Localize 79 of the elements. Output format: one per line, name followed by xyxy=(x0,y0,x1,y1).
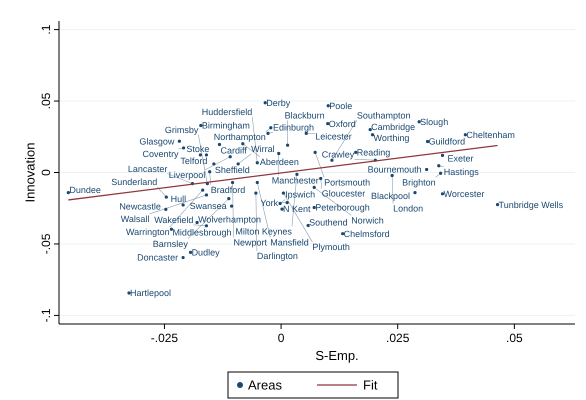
annotation: Portsmouth xyxy=(324,178,370,188)
annotation: Gloucester xyxy=(322,188,366,199)
annotation: Manchester xyxy=(272,176,319,186)
annotation: Southend xyxy=(309,218,348,228)
annotation: York xyxy=(260,198,279,208)
annotation: Grimsby xyxy=(164,124,199,135)
annotation: London xyxy=(393,204,424,214)
annotation: Sheffield xyxy=(214,165,250,176)
annotation: Glasgow xyxy=(139,136,175,146)
x-tick-label: .025 xyxy=(386,331,410,345)
annotation: Brighton xyxy=(402,177,436,188)
annotation: Wirral xyxy=(251,144,275,154)
annotation: Leicester xyxy=(315,131,352,142)
annotation: Plymouth xyxy=(312,242,350,252)
annotation: Worthing xyxy=(374,132,410,143)
annotation: Newport xyxy=(234,238,268,248)
y-axis-title: Innovation xyxy=(22,142,38,202)
annotation: Bournemouth xyxy=(368,164,422,175)
annotation: Warrington xyxy=(126,227,170,238)
annotation: Lancaster xyxy=(128,164,168,174)
annotation: Tunbridge Wells xyxy=(498,200,564,210)
annotation: Walsall xyxy=(120,214,150,224)
annotation: Telford xyxy=(180,156,208,166)
annotation: Derby xyxy=(266,98,291,108)
annotation: Doncaster xyxy=(137,252,178,263)
annotation: Hastings xyxy=(444,166,480,177)
annotation: Peterborough xyxy=(315,202,370,213)
annotation: Stoke xyxy=(186,144,210,154)
annotation: Norwich xyxy=(351,216,384,226)
annotation: Slough xyxy=(420,116,448,127)
annotation: Wolverhampton xyxy=(198,214,261,225)
annotation: Poole xyxy=(329,100,352,111)
annotation: Crawley xyxy=(322,149,355,160)
annotation: Blackburn xyxy=(284,110,325,120)
y-tick-label: .1 xyxy=(39,24,53,35)
annotation: Oxford xyxy=(328,118,356,129)
annotation: Hull xyxy=(170,194,186,204)
annotation: Coventry xyxy=(142,149,180,160)
y-tick-label: 0 xyxy=(39,168,53,176)
annotation: Darlington xyxy=(256,251,298,262)
y-tick-label: .05 xyxy=(39,92,53,110)
annotation: Dudley xyxy=(192,248,220,258)
annotation: Cardiff xyxy=(220,146,248,156)
annotation: Chelmsford xyxy=(344,228,390,239)
y-tick-label: -.1 xyxy=(39,308,53,322)
x-tick-label: 0 xyxy=(278,331,285,345)
annotation: Southampton xyxy=(356,110,410,120)
annotation: Swansea xyxy=(190,201,227,212)
annotation: Guildford xyxy=(428,136,466,147)
annotation: Dundee xyxy=(69,184,101,195)
annotation: Northampton xyxy=(214,132,266,142)
annotation: Mansfield xyxy=(270,238,309,248)
annotation: Blackpool xyxy=(370,190,410,201)
annotation: Middlesbrough xyxy=(172,227,232,238)
annotation: Liverpool xyxy=(168,170,206,180)
annotation: Barnsley xyxy=(152,238,188,249)
x-tick-label: -.025 xyxy=(150,331,178,345)
annotation: N Kent xyxy=(283,204,312,214)
annotation: Cambridge xyxy=(371,122,416,132)
annotation: Ipswich xyxy=(285,190,316,200)
annotation: Newcastle xyxy=(119,202,161,212)
annotation: Birmingham xyxy=(202,120,250,131)
annotation: Milton Keynes xyxy=(235,226,292,237)
annotation: Cheltenham xyxy=(466,130,515,140)
annotation: Aberdeen xyxy=(260,156,299,167)
annotation: Worcester xyxy=(444,188,484,199)
annotation: Hartlepool xyxy=(130,288,172,298)
legend-label: Areas xyxy=(248,378,282,393)
annotation: Reading xyxy=(356,148,390,158)
annotation: Sunderland xyxy=(111,177,158,188)
x-axis-title: S-Emp. xyxy=(315,348,359,363)
y-tick-label: -.05 xyxy=(39,233,53,254)
annotation: Huddersfield xyxy=(202,106,252,117)
annotation: Wakefield xyxy=(154,214,194,225)
annotation: Exeter xyxy=(448,154,474,164)
annotation: Bradford xyxy=(210,184,246,195)
annotation: Edinburgh xyxy=(273,122,314,132)
x-tick-label: .05 xyxy=(506,331,524,345)
legend-label: Fit xyxy=(363,378,378,393)
